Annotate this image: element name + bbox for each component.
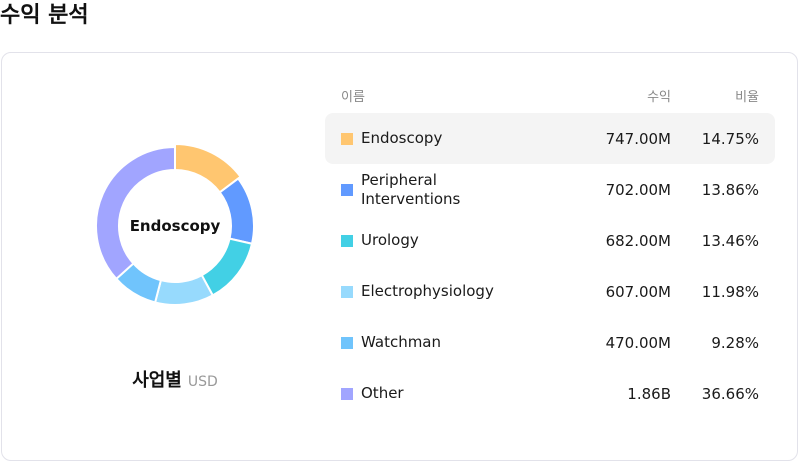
color-swatch-icon <box>341 234 353 247</box>
legend-table: 이름 수익 비율 Endoscopy 747.00M 14.75% Periphera… <box>325 82 775 419</box>
row-name: Endoscopy <box>361 129 443 147</box>
row-share: 13.46% <box>701 231 759 250</box>
revenue-card <box>1 52 798 461</box>
row-share: 13.86% <box>701 180 759 199</box>
donut-svg[interactable] <box>94 145 256 307</box>
row-name: Urology <box>361 231 419 249</box>
row-name-cell: Endoscopy <box>325 129 551 148</box>
color-swatch-icon <box>341 336 353 349</box>
row-name-cell: Peripheral Interventions <box>325 171 551 209</box>
caption-main: 사업별 <box>132 370 182 391</box>
row-revenue: 607.00M <box>605 282 671 301</box>
donut-chart[interactable]: Endoscopy <box>94 145 256 307</box>
caption-unit: USD <box>187 374 218 390</box>
row-share: 9.28% <box>711 333 759 352</box>
page-title: 수익 분석 <box>0 3 89 28</box>
row-name: Electrophysiology <box>361 282 494 300</box>
row-name: Peripheral Interventions <box>361 170 461 208</box>
header-revenue: 수익 <box>647 89 671 105</box>
color-swatch-icon <box>341 285 353 298</box>
row-revenue: 470.00M <box>605 333 671 352</box>
table-header: 이름 수익 비율 <box>325 82 775 108</box>
row-name-cell: Other <box>325 384 551 403</box>
row-share: 14.75% <box>701 129 759 148</box>
row-share: 11.98% <box>701 282 759 301</box>
row-revenue: 1.86B <box>627 384 671 403</box>
row-name-cell: Urology <box>325 231 551 250</box>
table-row[interactable]: Urology 682.00M 13.46% <box>325 215 775 266</box>
color-swatch-icon <box>341 387 353 400</box>
table-row[interactable]: Other 1.86B 36.66% <box>325 368 775 419</box>
donut-segment[interactable] <box>174 145 242 194</box>
table-row[interactable]: Endoscopy 747.00M 14.75% <box>325 113 775 164</box>
donut-center-label: Endoscopy <box>129 217 221 235</box>
color-swatch-icon <box>341 183 353 196</box>
row-revenue: 682.00M <box>605 231 671 250</box>
chart-caption: 사업별 USD <box>0 366 350 392</box>
color-swatch-icon <box>341 132 353 145</box>
table-row[interactable]: Peripheral Interventions 702.00M 13.86% <box>325 164 775 215</box>
table-row[interactable]: Watchman 470.00M 9.28% <box>325 317 775 368</box>
row-name: Watchman <box>361 333 442 351</box>
table-row[interactable]: Electrophysiology 607.00M 11.98% <box>325 266 775 317</box>
donut-segment[interactable] <box>95 145 176 281</box>
row-revenue: 702.00M <box>605 180 671 199</box>
row-name: Other <box>361 384 404 402</box>
row-share: 36.66% <box>701 384 759 403</box>
row-revenue: 747.00M <box>605 129 671 148</box>
row-name-cell: Watchman <box>325 333 551 352</box>
row-name-cell: Electrophysiology <box>325 282 551 301</box>
header-share: 비율 <box>735 89 759 105</box>
header-name: 이름 <box>341 89 365 105</box>
